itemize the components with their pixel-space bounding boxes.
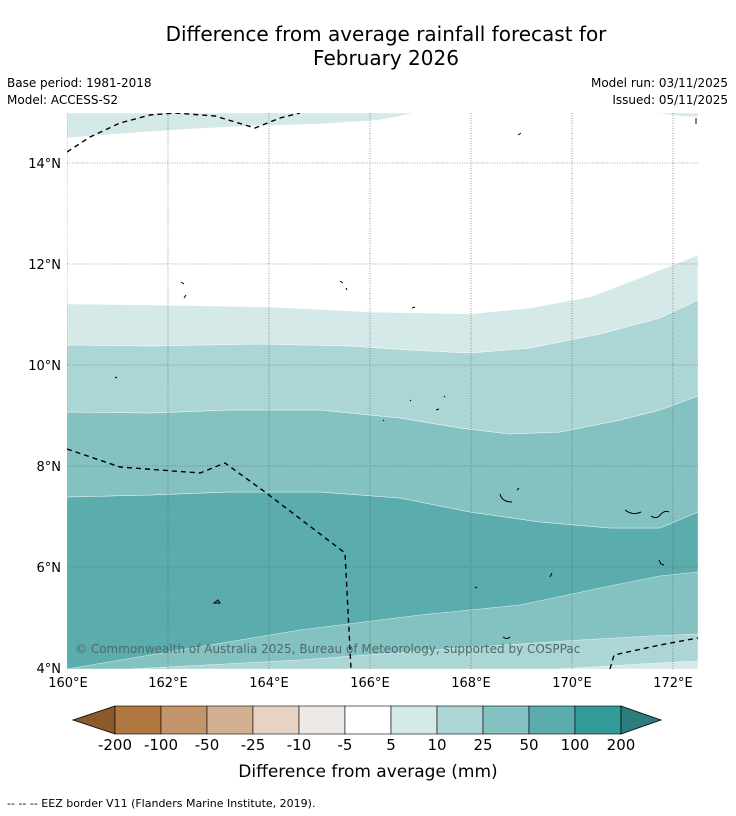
gridlines (67, 113, 698, 669)
colorbar-segment (528, 705, 576, 735)
copyright-text: © Commonwealth of Australia 2025, Bureau… (75, 642, 580, 656)
lat-label: 10°N (28, 359, 61, 374)
model-run: Model run: 03/11/2025 (590, 76, 728, 90)
lon-label: 166°E (350, 676, 390, 691)
map-plot-area: © Commonwealth of Australia 2025, Bureau… (67, 113, 698, 669)
colorbar-segment (298, 705, 346, 735)
lat-label: 6°N (37, 561, 62, 576)
colorbar-tick-label: 200 (606, 736, 636, 754)
issued-date: Issued: 05/11/2025 (612, 93, 728, 107)
lon-label: 170°E (552, 676, 592, 691)
colorbar-tick-label: 25 (473, 736, 493, 754)
chart-title: Difference from average rainfall forecas… (0, 22, 736, 70)
colorbar-extend-low (71, 705, 116, 735)
meta-right: Model run: 03/11/2025 Issued: 05/11/2025 (591, 75, 728, 109)
colorbar-segment (482, 705, 530, 735)
lon-label: 172°E (653, 676, 693, 691)
lon-label: 164°E (249, 676, 289, 691)
colorbar-segment (114, 705, 162, 735)
lon-label: 168°E (451, 676, 491, 691)
colorbar-extend-high (620, 705, 663, 735)
lat-labels: 14°N 12°N 10°N 8°N 6°N 4°N (28, 157, 61, 677)
colorbar-segment (344, 705, 392, 735)
colorbar-tick-label: -200 (97, 736, 133, 754)
base-period: Base period: 1981-2018 (7, 76, 152, 90)
title-line-1: Difference from average rainfall forecas… (165, 22, 607, 46)
lon-labels: 160°E 162°E 164°E 166°E 168°E 170°E 172°… (48, 676, 693, 691)
colorbar (71, 705, 663, 735)
islands (114, 118, 697, 639)
colorbar-tick-label: 100 (560, 736, 590, 754)
colorbar-tick-label: -5 (337, 736, 353, 754)
colorbar-segment (252, 705, 300, 735)
lat-label: 4°N (37, 662, 62, 677)
colorbar-segment (160, 705, 208, 735)
lat-label: 14°N (28, 157, 61, 172)
title-line-2: February 2026 (313, 46, 459, 70)
band-25-50-south (129, 633, 698, 669)
colorbar-title: Difference from average (mm) (238, 762, 498, 782)
colorbar-tick-label: -10 (286, 736, 312, 754)
colorbar-segment (436, 705, 484, 735)
lat-label: 12°N (28, 258, 61, 273)
colorbar-tick-label: -50 (194, 736, 220, 754)
colorbar-segment (574, 705, 622, 735)
colorbar-segment (206, 705, 254, 735)
colorbar-segment (390, 705, 438, 735)
colorbar-tick-label: -25 (240, 736, 266, 754)
band-5-10-northeast (654, 113, 698, 118)
colorbar-tick-label: 10 (427, 736, 447, 754)
colorbar-tick-label: -100 (143, 736, 179, 754)
model-name: Model: ACCESS-S2 (7, 93, 119, 107)
colorbar-tick-label: 50 (519, 736, 539, 754)
footnote: -- -- -- EEZ border V11 (Flanders Marine… (7, 797, 316, 810)
lon-label: 162°E (148, 676, 188, 691)
band-5-10 (67, 254, 698, 354)
lon-label: 160°E (48, 676, 88, 691)
colorbar-tick-label: 5 (386, 736, 396, 754)
lat-label: 8°N (37, 460, 62, 475)
eez-borders (67, 113, 698, 669)
band-10-25-south (559, 660, 698, 669)
meta-left: Base period: 1981-2018 Model: ACCESS-S2 (7, 75, 152, 109)
